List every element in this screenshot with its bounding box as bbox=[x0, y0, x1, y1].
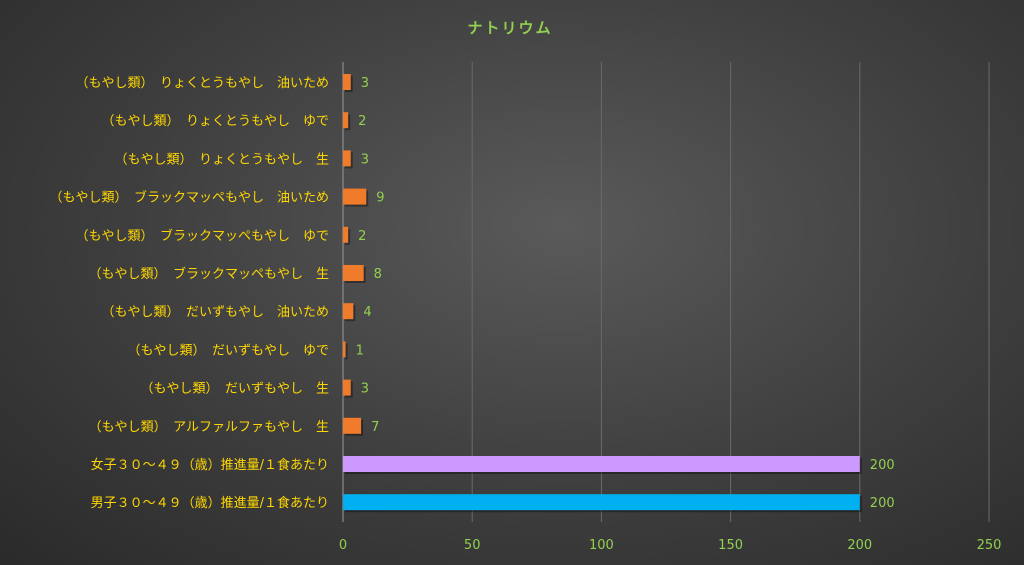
x-tick-label: 250 bbox=[977, 538, 1002, 553]
category-label: （もやし類） ブラックマッペもやし ゆで bbox=[75, 228, 329, 244]
bar bbox=[343, 303, 354, 320]
category-label: （もやし類） だいずもやし 生 bbox=[140, 382, 329, 397]
gridlines bbox=[342, 62, 990, 522]
data-label: 200 bbox=[870, 458, 895, 473]
chart-title: ナトリウム bbox=[467, 19, 552, 37]
category-label: （もやし類） りょくとうもやし 油いため bbox=[75, 76, 329, 91]
x-tick-label: 150 bbox=[718, 538, 743, 553]
category-label: （もやし類） りょくとうもやし ゆで bbox=[101, 114, 329, 129]
data-label: 9 bbox=[376, 191, 384, 206]
data-label: 7 bbox=[371, 420, 379, 435]
category-label: （もやし類） だいずもやし ゆで bbox=[127, 343, 329, 358]
x-tick-label: 0 bbox=[339, 538, 347, 553]
category-label: （もやし類） ブラックマッペもやし 生 bbox=[88, 266, 329, 282]
x-tick-label: 50 bbox=[464, 538, 481, 553]
bar bbox=[343, 379, 351, 396]
category-label: 女子３０～４９（歳）推進量/１食あたり bbox=[91, 457, 329, 473]
bar bbox=[343, 494, 860, 511]
x-tick-label: 200 bbox=[847, 538, 872, 553]
bar bbox=[343, 456, 860, 472]
data-label: 3 bbox=[361, 382, 369, 397]
category-labels: （もやし類） りょくとうもやし 油いため （もやし類） りょくとうもやし ゆで （も… bbox=[49, 76, 329, 511]
data-label: 8 bbox=[374, 267, 382, 282]
category-label: （もやし類） だいずもやし 油いため bbox=[101, 305, 329, 320]
bar bbox=[343, 150, 351, 167]
category-label: （もやし類） ブラックマッペもやし 油いため bbox=[49, 190, 329, 206]
x-tick-label: 100 bbox=[589, 538, 614, 553]
bar bbox=[343, 226, 349, 243]
bar bbox=[343, 417, 362, 434]
bars bbox=[343, 74, 862, 513]
data-label: 3 bbox=[361, 76, 369, 91]
data-label: 2 bbox=[358, 229, 366, 244]
bar bbox=[343, 74, 351, 90]
bar bbox=[343, 112, 349, 129]
category-label: 男子３０～４９（歳）推進量/１食あたり bbox=[91, 495, 329, 511]
data-label: 3 bbox=[361, 152, 369, 167]
category-label: （もやし類） アルファルファもやし 生 bbox=[89, 420, 329, 435]
bar bbox=[343, 341, 346, 358]
data-label: 1 bbox=[356, 343, 364, 358]
data-label: 2 bbox=[358, 114, 366, 129]
data-label: 4 bbox=[363, 305, 371, 320]
value-labels: 3 2 3 9 2 8 4 1 3 7 200 200 bbox=[356, 76, 895, 511]
bar-shadow bbox=[345, 343, 348, 360]
bar bbox=[343, 188, 367, 205]
category-label: （もやし類） りょくとうもやし 生 bbox=[114, 152, 329, 167]
x-axis-ticks: 0 50 100 150 200 250 bbox=[339, 538, 1002, 553]
data-label: 200 bbox=[870, 496, 895, 511]
bar bbox=[343, 265, 364, 281]
